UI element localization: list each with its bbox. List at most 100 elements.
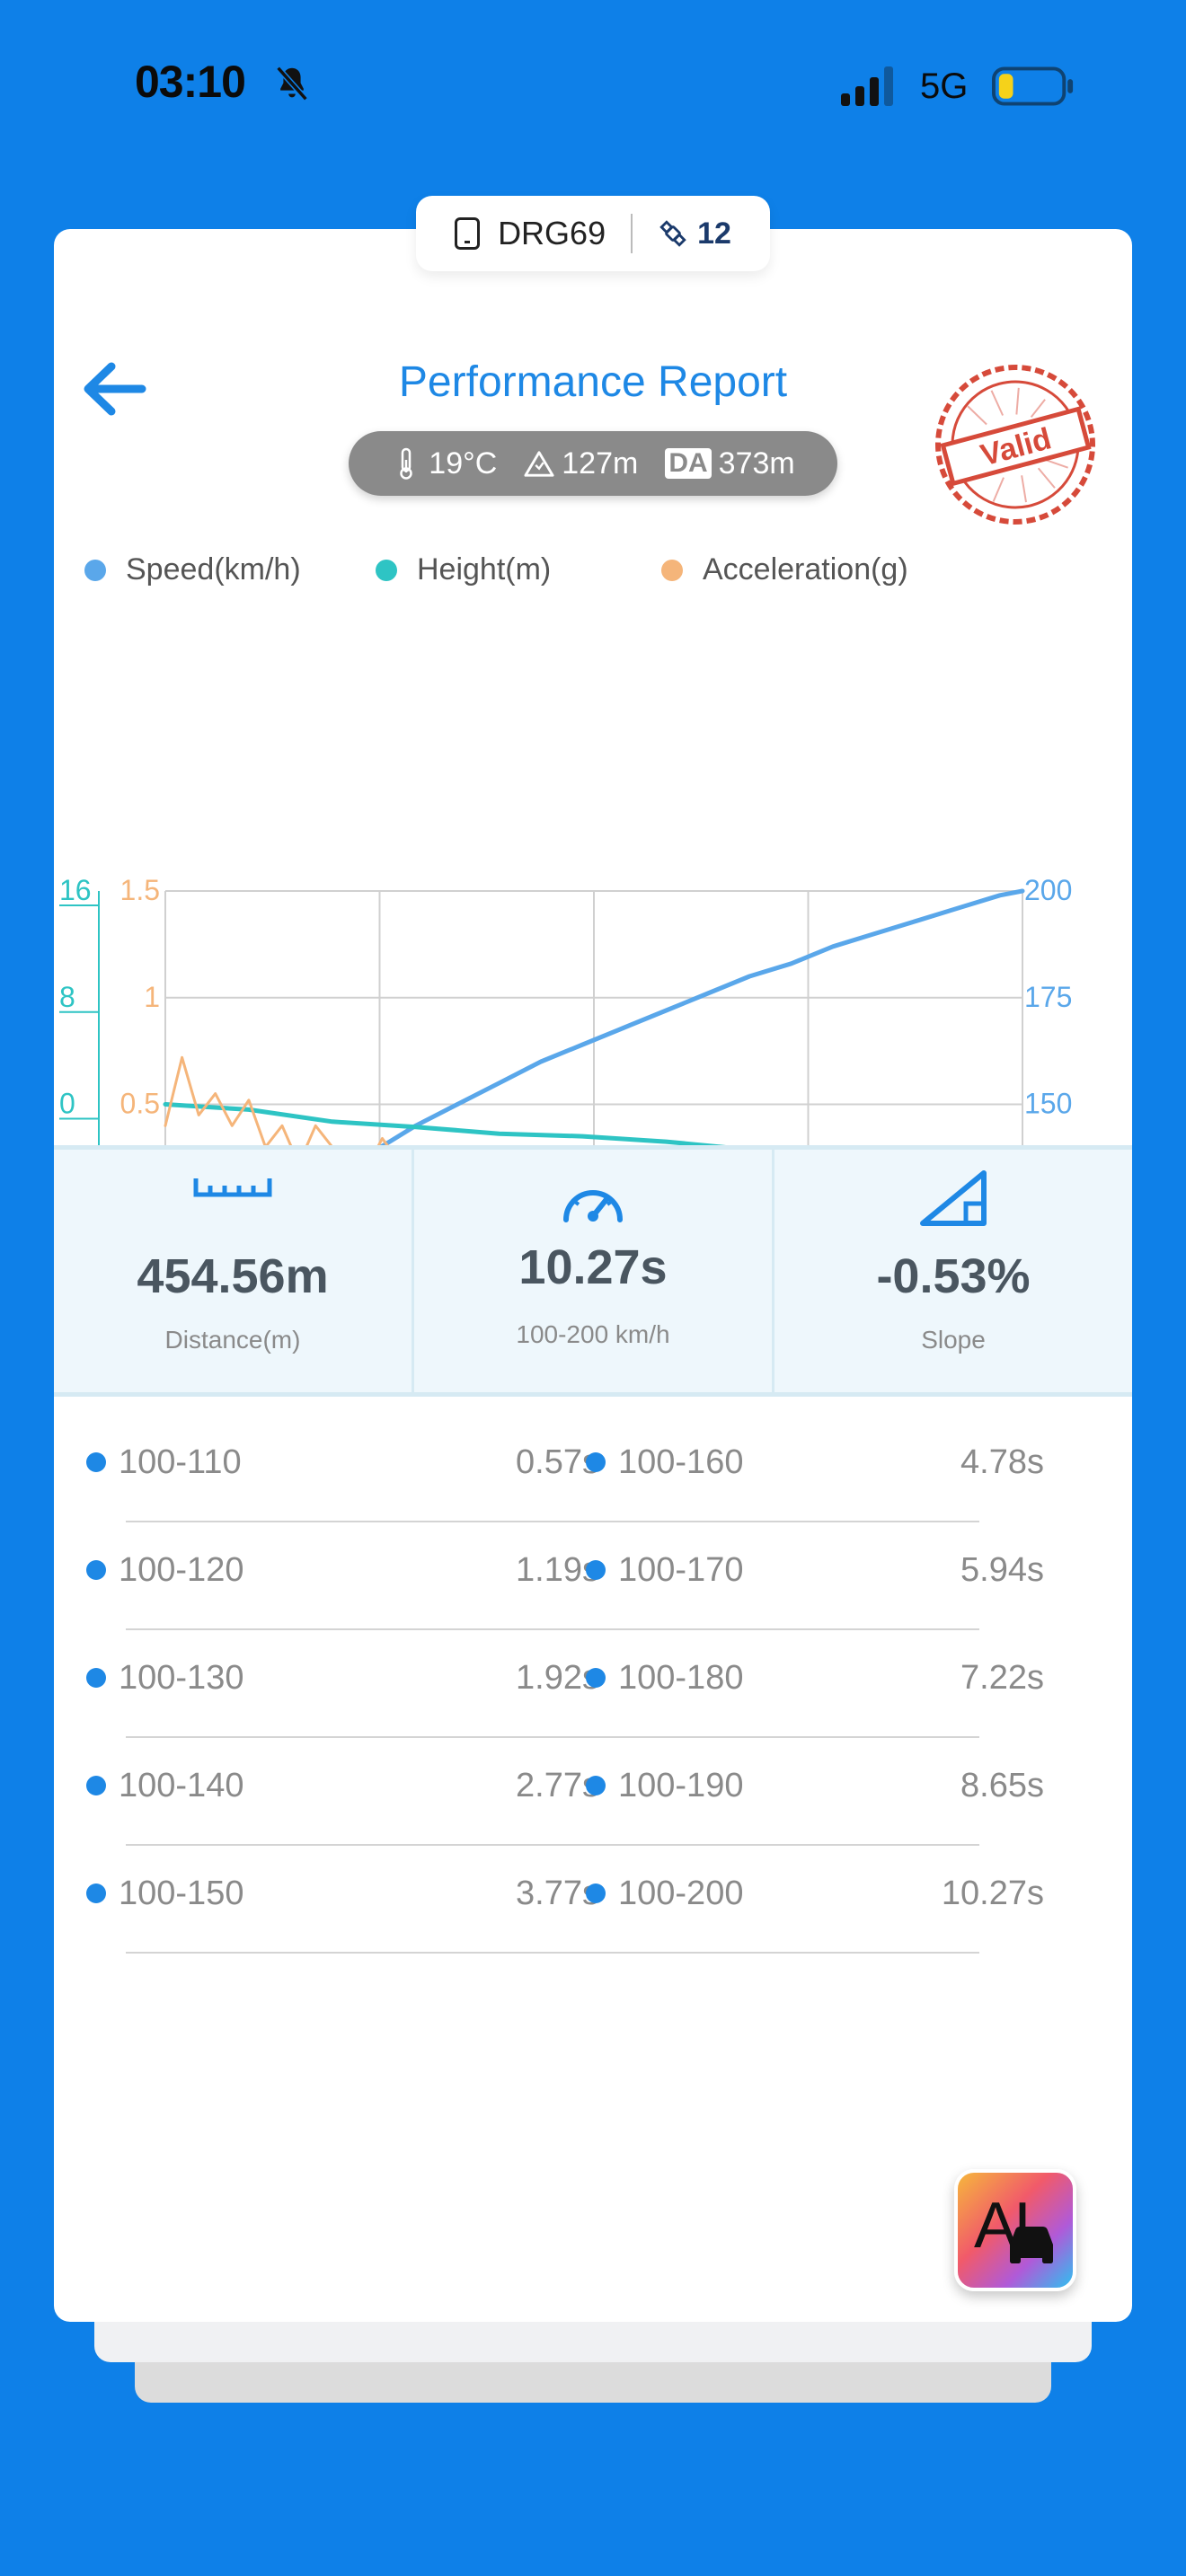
split-row: 100-110 0.57s 100-160 4.78s bbox=[54, 1415, 1132, 1522]
legend-item-speed: Speed(km/h) bbox=[84, 552, 301, 587]
bullet-dot bbox=[86, 1452, 106, 1472]
device-name: DRG69 bbox=[498, 215, 606, 251]
tick-label: 1 bbox=[144, 981, 160, 1013]
legend-dot bbox=[84, 559, 106, 581]
stat-slope: -0.53% Slope bbox=[772, 1150, 1132, 1392]
split-label: 100-140 bbox=[119, 1766, 244, 1804]
divider bbox=[126, 1736, 979, 1738]
split-label: 100-150 bbox=[119, 1874, 244, 1912]
distance-value: 454.56m bbox=[137, 1249, 329, 1303]
report-card: Performance Report 19°C 127m DA 373m Val… bbox=[54, 229, 1132, 2322]
split-time: 7.22s bbox=[960, 1658, 1044, 1697]
split-row: 100-130 1.92s 100-180 7.22s bbox=[54, 1630, 1132, 1738]
signal-icon bbox=[841, 66, 893, 106]
divider bbox=[126, 1521, 979, 1522]
tick-label: 150 bbox=[1024, 1088, 1072, 1120]
split-time: 5.94s bbox=[960, 1550, 1044, 1589]
slope-label: Slope bbox=[921, 1326, 986, 1354]
split-row: 100-150 3.77s 100-200 10.27s bbox=[54, 1846, 1132, 1954]
split-row: 100-120 1.19s 100-170 5.94s bbox=[54, 1522, 1132, 1630]
bullet-dot bbox=[586, 1452, 606, 1472]
battery-icon bbox=[992, 66, 1074, 106]
stats-panel: 454.56m Distance(m) 10.27s 100-200 km/h … bbox=[54, 1145, 1132, 1397]
divider bbox=[126, 1844, 979, 1846]
density-altitude-value: 373m bbox=[718, 446, 795, 481]
back-arrow-icon[interactable] bbox=[79, 357, 151, 420]
split-time: 1.19s bbox=[516, 1550, 599, 1589]
legend-item-height: Height(m) bbox=[376, 552, 551, 587]
split-item: 100-130 bbox=[86, 1655, 243, 1700]
stat-distance: 454.56m Distance(m) bbox=[54, 1150, 412, 1392]
speedometer-icon bbox=[563, 1190, 623, 1222]
bullet-dot bbox=[86, 1560, 106, 1580]
status-time: 03:10 bbox=[135, 57, 246, 107]
legend-dot bbox=[661, 559, 683, 581]
split-item: 100-140 bbox=[86, 1763, 243, 1808]
page-title: Performance Report bbox=[398, 358, 788, 406]
mountain-icon bbox=[524, 451, 554, 477]
split-row: 100-140 2.77s 100-190 8.65s bbox=[54, 1738, 1132, 1846]
tick-label: 1.5 bbox=[120, 874, 160, 906]
thermometer-icon bbox=[400, 447, 413, 480]
divider bbox=[631, 214, 633, 253]
legend-label: Acceleration(g) bbox=[703, 552, 908, 587]
split-label: 100-120 bbox=[119, 1550, 244, 1589]
bullet-dot bbox=[86, 1668, 106, 1688]
tick-label: 0 bbox=[59, 1088, 75, 1120]
ruler-icon bbox=[193, 1178, 272, 1197]
legend-dot bbox=[376, 559, 397, 581]
split-item: 100-180 bbox=[586, 1655, 743, 1700]
bullet-dot bbox=[586, 1668, 606, 1688]
satellite-count: 12 bbox=[697, 216, 731, 251]
time-label: 100-200 km/h bbox=[516, 1320, 670, 1348]
chart-legend: Speed(km/h) Height(m) Acceleration(g) bbox=[54, 552, 1132, 597]
satellite-icon bbox=[659, 220, 686, 247]
bullet-dot bbox=[586, 1883, 606, 1903]
split-label: 100-190 bbox=[618, 1766, 744, 1804]
altitude-value: 127m bbox=[562, 446, 639, 481]
split-label: 100-130 bbox=[119, 1658, 244, 1697]
split-item: 100-200 bbox=[586, 1871, 743, 1916]
legend-label: Speed(km/h) bbox=[126, 552, 301, 587]
distance-label: Distance(m) bbox=[164, 1326, 301, 1354]
car-icon bbox=[1010, 2227, 1053, 2263]
da-label: DA bbox=[665, 448, 712, 479]
split-label: 100-170 bbox=[618, 1550, 744, 1589]
device-tab[interactable]: DRG69 12 bbox=[416, 196, 770, 271]
valid-stamp-icon: Valid bbox=[935, 365, 1095, 525]
split-item: 100-120 bbox=[86, 1548, 243, 1592]
device-icon bbox=[455, 217, 481, 250]
split-time: 1.92s bbox=[516, 1658, 599, 1697]
split-time: 4.78s bbox=[960, 1442, 1044, 1481]
split-time: 8.65s bbox=[960, 1766, 1044, 1804]
split-time: 3.77s bbox=[516, 1874, 599, 1912]
split-item: 100-150 bbox=[86, 1871, 243, 1916]
bell-muted-icon bbox=[276, 66, 308, 101]
slope-icon bbox=[920, 1170, 987, 1226]
bullet-dot bbox=[86, 1776, 106, 1795]
divider bbox=[126, 1628, 979, 1630]
divider bbox=[126, 1952, 979, 1954]
temperature-value: 19°C bbox=[429, 446, 498, 481]
split-label: 100-160 bbox=[618, 1442, 744, 1481]
split-label: 100-200 bbox=[618, 1874, 744, 1912]
stat-time: 10.27s 100-200 km/h bbox=[412, 1150, 772, 1392]
split-item: 100-160 bbox=[586, 1440, 743, 1485]
ai-assistant-button[interactable]: AI bbox=[954, 2169, 1076, 2291]
conditions-pill: 19°C 127m DA 373m bbox=[349, 431, 837, 496]
split-label: 100-180 bbox=[618, 1658, 744, 1697]
split-time: 0.57s bbox=[516, 1442, 599, 1481]
time-value: 10.27s bbox=[518, 1240, 668, 1294]
split-time: 10.27s bbox=[941, 1874, 1044, 1912]
tick-label: 200 bbox=[1024, 874, 1072, 906]
network-type: 5G bbox=[920, 66, 969, 106]
legend-item-acceleration: Acceleration(g) bbox=[661, 552, 908, 587]
tick-label: 175 bbox=[1024, 981, 1072, 1013]
tick-label: 8 bbox=[59, 981, 75, 1013]
split-item: 100-170 bbox=[586, 1548, 743, 1592]
tick-label: 16 bbox=[59, 874, 92, 906]
slope-value: -0.53% bbox=[876, 1249, 1031, 1303]
tick-label: 0.5 bbox=[120, 1088, 160, 1120]
split-item: 100-110 bbox=[86, 1440, 242, 1485]
bullet-dot bbox=[86, 1883, 106, 1903]
